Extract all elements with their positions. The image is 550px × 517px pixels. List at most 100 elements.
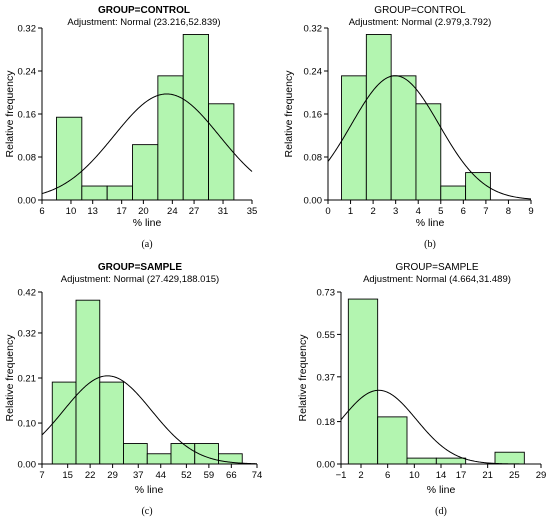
panel-c-label: (c) [141, 506, 152, 517]
panel-a-bar-4 [132, 144, 159, 201]
panel-b-xtick-label-5: 5 [438, 206, 443, 217]
panel-d-ytick-label-2: 0.37 [317, 372, 336, 383]
panel-c-bar-2 [75, 299, 101, 465]
panel-b: GROUP=CONTROL Adjustment: Normal (2.979,… [283, 5, 534, 250]
panel-a-ytick-label-1: 0.08 [18, 153, 37, 164]
panel-d-xtick-label-6: 21 [482, 470, 493, 481]
panel-c-bar-6 [170, 443, 196, 465]
panel-b-xtick-label-0: 0 [325, 206, 330, 217]
panel-b-xtick-label-9: 9 [528, 206, 533, 217]
panel-c-xlabel: % line [135, 484, 164, 496]
panel-d-ytick-label-3: 0.55 [317, 330, 336, 341]
panel-b-bar-2 [365, 34, 392, 201]
panel-d: GROUP=SAMPLE Adjustment: Normal (4.664,3… [297, 262, 546, 517]
panel-b-normal-curve [327, 75, 532, 200]
panel-c-ylabel: Relative frequency [4, 334, 16, 422]
panel-a: GROUP=CONTROL Adjustment: Normal (23.216… [4, 5, 257, 250]
panel-a-bar-3 [106, 185, 133, 201]
panel-b-xtick-label-1: 1 [348, 206, 353, 217]
panel-a-xtick-label-7: 31 [218, 206, 229, 217]
panel-b-bar-4 [415, 103, 442, 201]
panel-a-xtick-label-3: 17 [116, 206, 127, 217]
panel-b-subtitle: Adjustment: Normal (2.979,3.792) [349, 17, 492, 28]
panel-c-subtitle: Adjustment: Normal (27.429,188.015) [61, 274, 219, 285]
panel-a-xtick-label-6: 27 [189, 206, 200, 217]
panel-c-bar-5 [146, 453, 172, 465]
panel-c-plot: 0.00 0.10 0.21 0.32 0.42 7 15 22 29 37 44 52 59 66 74 [18, 288, 263, 482]
panel-b-ytick-label-1: 0.08 [304, 153, 323, 164]
panel-a-bar-1 [56, 116, 83, 201]
panel-b-label: (b) [424, 239, 436, 250]
panel-a-bar-6 [182, 34, 210, 201]
panel-d-xtick-label-0: −1 [336, 470, 347, 481]
panel-b-ytick-label-3: 0.24 [304, 67, 323, 78]
panel-d-ylabel: Relative frequency [297, 334, 309, 422]
panel-c-bar-4 [123, 443, 148, 465]
panel-a-ytick-label-2: 0.16 [18, 110, 37, 121]
panel-a-ytick-label-0: 0.00 [18, 196, 37, 207]
panel-b-ylabel: Relative frequency [283, 70, 295, 158]
panel-d-ytick-label-0: 0.00 [317, 460, 336, 471]
panel-a-xtick-label-0: 6 [39, 206, 44, 217]
panel-a-normal-curve [41, 93, 253, 195]
panel-d-subtitle: Adjustment: Normal (4.664,31.489) [363, 274, 511, 285]
panel-c-xtick-label-6: 52 [181, 470, 192, 481]
panel-d-ytick-label-4: 0.73 [317, 288, 336, 299]
panel-d-xtick-label-8: 29 [536, 470, 547, 481]
panel-d-xtick-label-1: 2 [358, 470, 363, 481]
panel-c-ytick-label-4: 0.42 [18, 288, 37, 299]
panel-c-ytick-label-2: 0.21 [18, 374, 37, 385]
panel-b-title: GROUP=CONTROL [374, 5, 466, 16]
panel-d-bar-2 [377, 416, 408, 465]
panel-d-xlabel: % line [427, 484, 456, 496]
panel-d-bar-4 [435, 457, 467, 465]
panel-c: GROUP=SAMPLE Adjustment: Normal (27.429,… [4, 262, 262, 517]
panel-b-bar-5 [440, 185, 467, 201]
panel-c-normal-curve [41, 375, 258, 465]
panel-a-ylabel: Relative frequency [4, 70, 16, 158]
panel-d-ytick-label-1: 0.18 [317, 417, 336, 428]
panel-b-ytick-label-2: 0.16 [304, 110, 323, 121]
panel-b-xtick-label-6: 6 [461, 206, 466, 217]
panel-c-xtick-label-4: 37 [133, 470, 144, 481]
panel-d-xtick-label-5: 17 [456, 470, 467, 481]
panel-c-xtick-label-0: 7 [39, 470, 44, 481]
panel-c-xtick-label-3: 29 [107, 470, 118, 481]
panel-a-bar-2 [81, 185, 108, 201]
panel-a-bar-7 [208, 103, 235, 201]
panel-b-xtick-label-2: 2 [370, 206, 375, 217]
panel-a-label: (a) [141, 239, 152, 250]
panel-d-bar-3 [406, 457, 437, 465]
panel-a-xtick-label-4: 20 [138, 206, 149, 217]
panel-d-title: GROUP=SAMPLE [395, 262, 478, 273]
panel-a-xtick-label-5: 24 [167, 206, 178, 217]
panel-a-xlabel: % line [133, 217, 162, 229]
panel-b-bar-3 [390, 75, 417, 201]
panel-a-ytick-label-3: 0.24 [18, 67, 37, 78]
panel-c-xtick-label-9: 74 [252, 470, 263, 481]
panel-c-ytick-label-3: 0.32 [18, 328, 37, 339]
panel-a-title: GROUP=CONTROL [98, 5, 190, 16]
panel-c-xtick-label-2: 22 [85, 470, 96, 481]
panel-a-subtitle: Adjustment: Normal (23.216,52.839) [67, 17, 220, 28]
panel-b-xlabel: % line [416, 217, 445, 229]
panel-c-xtick-label-5: 44 [155, 470, 166, 481]
panel-c-ytick-label-1: 0.10 [18, 419, 37, 430]
panel-b-bar-1 [341, 75, 367, 201]
panel-b-xtick-label-8: 8 [506, 206, 511, 217]
panel-d-label: (d) [435, 506, 447, 517]
panel-c-title: GROUP=SAMPLE [98, 262, 183, 273]
panel-a-ytick-label-4: 0.32 [18, 24, 37, 35]
panel-d-plot: 0.00 0.18 0.37 0.55 0.73 −1 2 6 10 14 17 21 25 29 [317, 288, 547, 482]
panel-b-xtick-label-4: 4 [416, 206, 421, 217]
panel-b-xtick-label-7: 7 [483, 206, 488, 217]
panel-d-bar-6 [494, 451, 525, 465]
panel-a-xtick-label-8: 35 [247, 206, 258, 217]
panel-c-xtick-label-8: 66 [226, 470, 237, 481]
panel-c-ytick-label-0: 0.00 [18, 460, 37, 471]
panel-d-xtick-label-7: 25 [509, 470, 520, 481]
panel-b-bar-6 [465, 172, 491, 201]
panel-c-bar-3 [99, 381, 124, 465]
panel-b-ytick-label-0: 0.00 [304, 196, 323, 207]
